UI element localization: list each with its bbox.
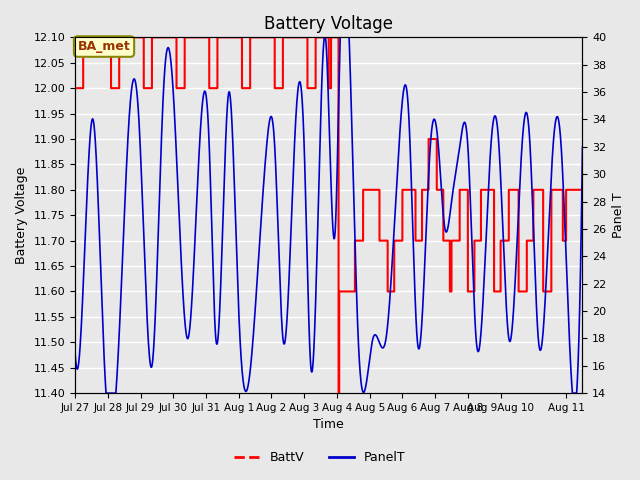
Title: Battery Voltage: Battery Voltage — [264, 15, 393, 33]
Legend: BattV, PanelT: BattV, PanelT — [229, 446, 411, 469]
Text: BA_met: BA_met — [77, 40, 131, 53]
X-axis label: Time: Time — [314, 419, 344, 432]
Y-axis label: Panel T: Panel T — [612, 192, 625, 238]
Y-axis label: Battery Voltage: Battery Voltage — [15, 167, 28, 264]
